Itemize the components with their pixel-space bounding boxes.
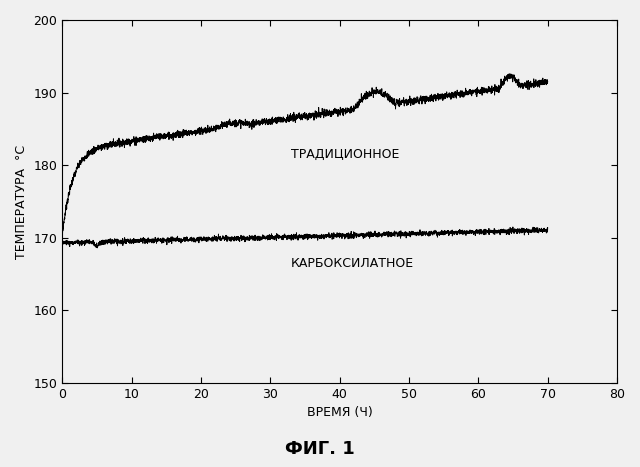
Y-axis label: ТЕМПЕРАТУРА  °C: ТЕМПЕРАТУРА °C	[15, 144, 28, 259]
Text: ТРАДИЦИОННОЕ: ТРАДИЦИОННОЕ	[291, 148, 399, 161]
Text: КАРБОКСИЛАТНОЕ: КАРБОКСИЛАТНОЕ	[291, 257, 414, 269]
Text: ФИГ. 1: ФИГ. 1	[285, 439, 355, 458]
X-axis label: ВРЕМЯ (Ч): ВРЕМЯ (Ч)	[307, 406, 372, 419]
